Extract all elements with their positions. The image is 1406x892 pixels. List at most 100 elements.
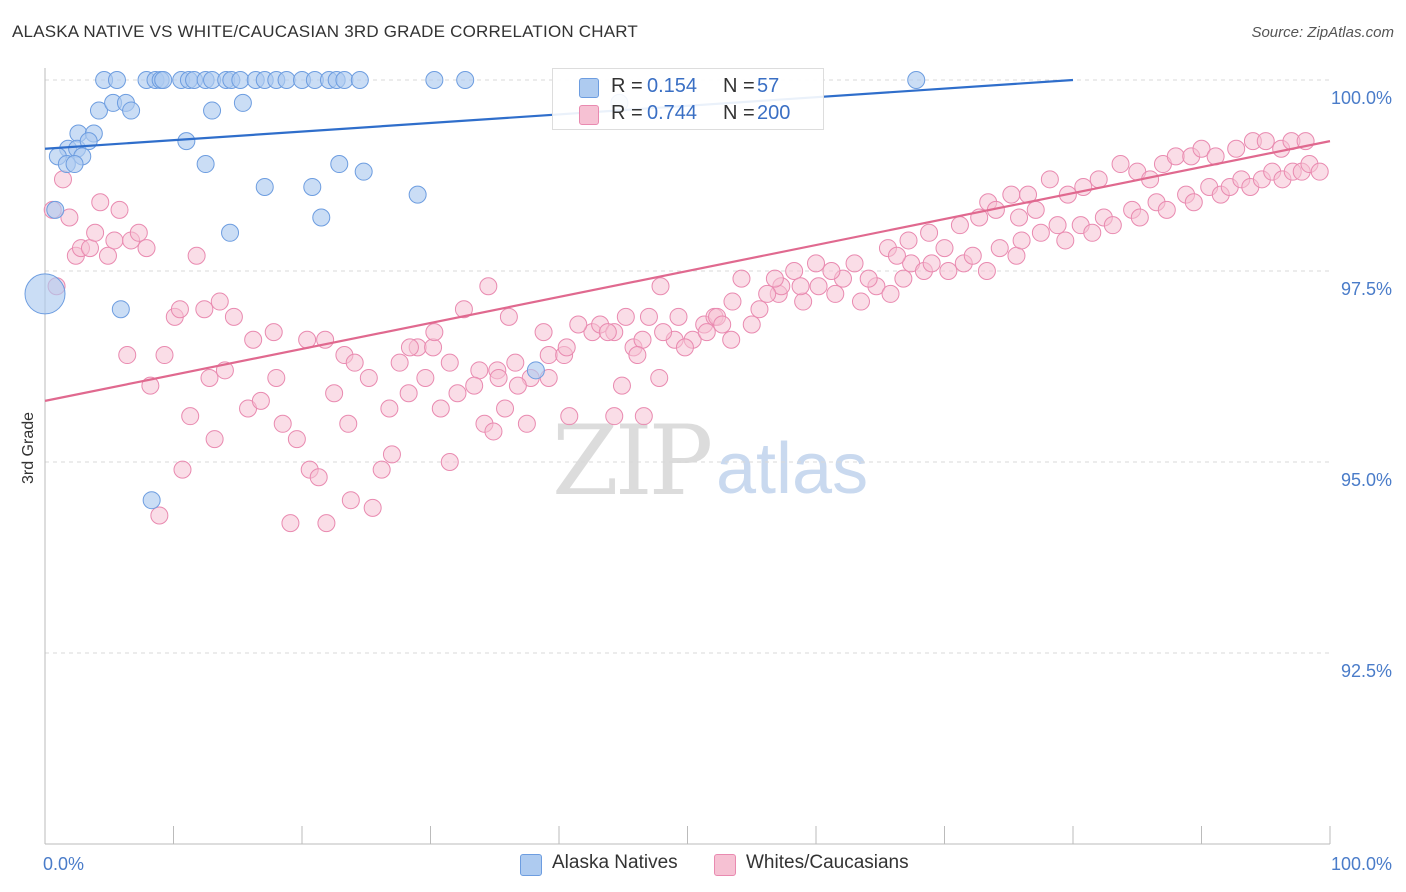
data-point-white <box>195 300 214 319</box>
data-point-white <box>267 368 286 387</box>
data-point-white <box>155 346 174 365</box>
data-point-alaska <box>425 71 444 89</box>
data-point-white <box>173 460 192 479</box>
data-point-white <box>309 468 328 487</box>
data-point-white <box>633 330 652 349</box>
data-point-alaska <box>335 71 354 89</box>
data-point-white <box>264 323 283 342</box>
data-point-white <box>53 170 72 189</box>
data-point-white <box>400 338 419 357</box>
y-tick-label: 100.0% <box>1331 88 1392 108</box>
data-point-white <box>534 323 553 342</box>
data-point-white <box>484 422 503 441</box>
data-point-alaska <box>907 71 926 89</box>
data-point-white <box>650 368 669 387</box>
data-point-white <box>1166 147 1185 166</box>
data-point-white <box>454 300 473 319</box>
tick-labels: 100.0% 97.5% 95.0% 92.5% 0.0% 100.0% <box>43 88 1392 874</box>
data-point-white <box>465 376 484 395</box>
data-point-white <box>920 223 939 242</box>
legend-n-value-alaska: 57 <box>757 75 780 97</box>
trend-line-white <box>44 140 1331 402</box>
data-point-white <box>939 262 958 280</box>
data-point-white <box>697 323 716 342</box>
data-point-white <box>785 262 804 280</box>
data-point-white <box>372 460 391 479</box>
data-point-white <box>669 307 688 326</box>
data-point-white <box>807 254 825 273</box>
data-point-alaska <box>233 93 252 112</box>
data-point-white <box>1040 170 1059 189</box>
correlation-legend: R = 0.154 N = 57 R = 0.744 N = 200 <box>552 68 824 130</box>
data-point-white <box>440 353 459 372</box>
data-point-white <box>887 246 906 265</box>
data-point-white <box>1157 200 1176 219</box>
data-point-white <box>345 353 364 372</box>
data-point-white <box>273 414 292 433</box>
data-point-white <box>470 361 489 380</box>
data-point-white <box>894 269 913 288</box>
data-point-white <box>399 384 418 403</box>
data-point-white <box>440 453 459 471</box>
data-point-white <box>129 223 148 242</box>
data-point-white <box>118 346 137 365</box>
series-label-alaska: Alaska Natives <box>552 852 678 873</box>
data-point-white <box>723 292 742 311</box>
data-point-white <box>359 368 378 387</box>
data-point-alaska <box>277 71 296 89</box>
data-point-white <box>86 223 105 242</box>
data-point-white <box>1227 139 1246 158</box>
data-point-alaska <box>107 71 126 89</box>
data-point-white <box>1010 208 1029 227</box>
data-point-white <box>425 323 444 342</box>
data-point-white <box>1130 208 1149 227</box>
data-point-white <box>822 262 841 280</box>
data-point-white <box>1192 139 1211 158</box>
data-point-white <box>1184 193 1203 212</box>
data-point-alaska <box>203 101 222 120</box>
data-point-white <box>859 269 878 288</box>
data-point-white <box>448 384 467 403</box>
data-point-alaska <box>24 273 66 315</box>
data-point-alaska <box>111 300 130 319</box>
data-point-alaska <box>330 155 349 174</box>
data-point-white <box>479 277 498 296</box>
data-point-alaska <box>46 200 65 219</box>
data-point-alaska <box>408 185 427 204</box>
data-point-white <box>499 307 518 326</box>
data-point-white <box>1048 216 1067 235</box>
data-point-white <box>1256 132 1275 151</box>
data-point-white <box>105 231 124 250</box>
data-point-white <box>181 407 200 426</box>
data-point-white <box>977 262 996 280</box>
data-point-white <box>170 300 189 319</box>
data-point-white <box>1031 223 1050 242</box>
whites-caucasians-points <box>43 132 1329 533</box>
data-point-white <box>60 208 79 227</box>
data-point-alaska <box>177 132 196 151</box>
data-point-white <box>950 216 969 235</box>
data-point-white <box>80 239 99 258</box>
data-point-white <box>557 338 576 357</box>
data-point-white <box>200 368 219 387</box>
data-point-alaska <box>312 208 331 227</box>
data-point-white <box>809 277 828 296</box>
data-point-white <box>1103 216 1122 235</box>
legend-swatch-white <box>579 105 599 125</box>
data-point-white <box>605 407 624 426</box>
y-tick-label: 95.0% <box>1341 470 1392 490</box>
data-point-white <box>496 399 515 418</box>
data-point-white <box>416 368 435 387</box>
data-point-white <box>382 445 401 464</box>
data-point-white <box>742 315 761 334</box>
data-point-white <box>713 315 732 334</box>
legend-r-label: R = <box>611 75 643 97</box>
data-point-white <box>651 277 670 296</box>
data-point-white <box>317 514 336 533</box>
series-swatch-alaska <box>520 854 542 876</box>
data-point-white <box>380 399 399 418</box>
data-point-white <box>363 498 382 517</box>
legend-row-white: R = 0.744 N = 200 <box>553 100 823 128</box>
data-point-alaska <box>196 155 215 174</box>
